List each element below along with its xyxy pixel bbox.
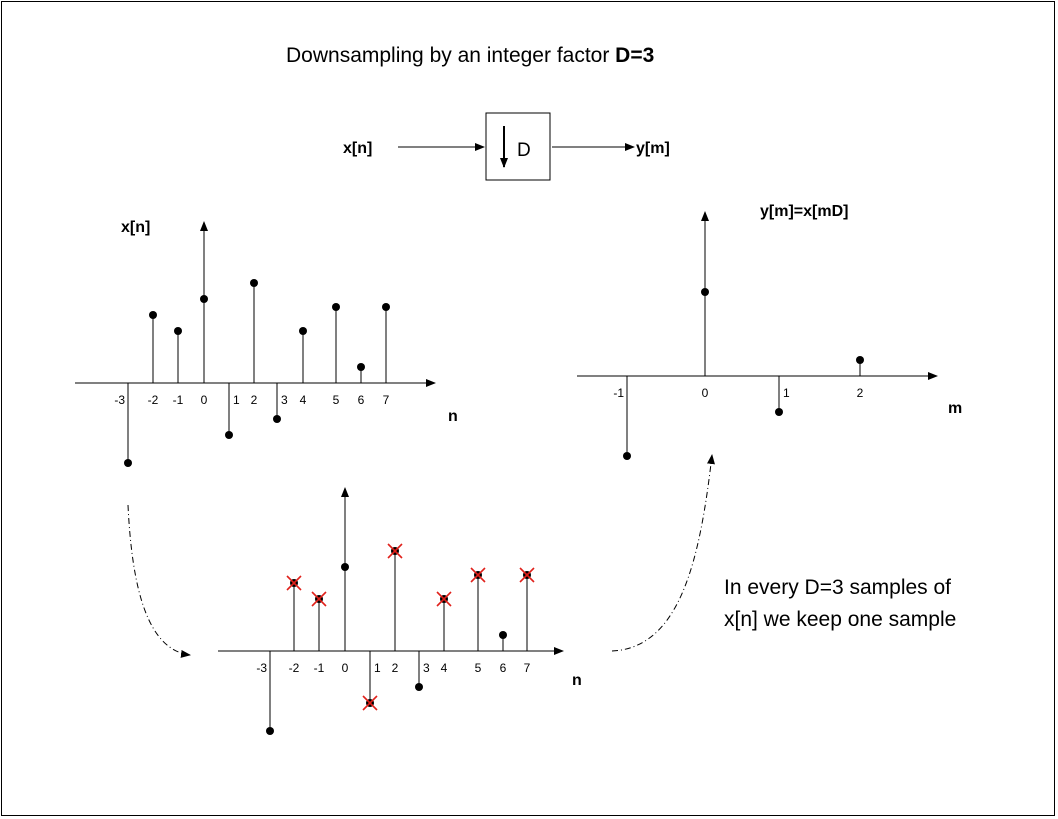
discard-plot-xlabel: n bbox=[572, 672, 582, 689]
xn-tick-label: -1 bbox=[173, 393, 184, 407]
xn-tick-label: 4 bbox=[300, 393, 307, 407]
block-diagram: x[n] D y[m] bbox=[343, 112, 670, 181]
ym-plot-ylabel: y[m]=x[mD] bbox=[760, 203, 848, 220]
xn-tick-label: -3 bbox=[114, 393, 125, 407]
discard-sample-dot bbox=[341, 563, 349, 571]
ym-tick-label: 1 bbox=[783, 386, 790, 400]
xn-sample-dot bbox=[225, 431, 233, 439]
ym-tick-label: -1 bbox=[613, 386, 624, 400]
xn-plot-xlabel: n bbox=[448, 408, 458, 425]
xn-sample-dot bbox=[332, 303, 340, 311]
discard-mark-icon bbox=[436, 591, 452, 607]
connector-arrow-right bbox=[611, 454, 715, 652]
xn-sample-dot bbox=[273, 415, 281, 423]
discard-tick-label: -2 bbox=[289, 661, 300, 675]
ym-sample-dot bbox=[701, 288, 709, 296]
caption-line-2: x[n] we keep one sample bbox=[724, 608, 956, 631]
downsampler-label: D bbox=[517, 140, 531, 161]
discard-mark-icon bbox=[311, 591, 327, 607]
downsampler-box bbox=[485, 112, 551, 181]
page-title: Downsampling by an integer factor D=3 bbox=[286, 44, 654, 67]
connector-arrow-left bbox=[127, 504, 191, 658]
xn-sample-dot bbox=[174, 327, 182, 335]
ym-sample-dot bbox=[856, 356, 864, 364]
discard-sample-dot bbox=[499, 631, 507, 639]
input-signal-label: x[n] bbox=[343, 140, 372, 157]
xn-sample-dot bbox=[382, 303, 390, 311]
xn-tick-label: -2 bbox=[148, 393, 159, 407]
ym-sample-dot bbox=[775, 408, 783, 416]
discard-mark-icon bbox=[519, 567, 535, 583]
discard-tick-label: 4 bbox=[441, 661, 448, 675]
discard-tick-label: -3 bbox=[256, 661, 267, 675]
xn-sample-dot bbox=[149, 311, 157, 319]
discard-tick-label: 0 bbox=[342, 661, 349, 675]
discard-mark-icon bbox=[362, 695, 378, 711]
xn-tick-label: 7 bbox=[383, 393, 390, 407]
discard-tick-label: 3 bbox=[423, 661, 430, 675]
caption-line-1: In every D=3 samples of bbox=[724, 576, 951, 599]
discard-tick-label: 7 bbox=[524, 661, 531, 675]
xn-tick-label: 0 bbox=[201, 393, 208, 407]
discard-mark-icon bbox=[387, 543, 403, 559]
ym-plot-xlabel: m bbox=[948, 400, 962, 417]
discard-tick-label: 5 bbox=[475, 661, 482, 675]
xn-sample-dot bbox=[250, 279, 258, 287]
xn-tick-label: 2 bbox=[251, 393, 258, 407]
xn-plot-ylabel: x[n] bbox=[121, 219, 150, 236]
discard-mark-icon bbox=[470, 567, 486, 583]
discard-tick-label: 2 bbox=[392, 661, 399, 675]
xn-sample-dot bbox=[124, 459, 132, 467]
discard-mark-icon bbox=[286, 575, 302, 591]
xn-tick-label: 6 bbox=[358, 393, 365, 407]
discard-tick-label: 6 bbox=[500, 661, 507, 675]
discard-tick-label: 1 bbox=[374, 661, 381, 675]
xn-sample-dot bbox=[200, 295, 208, 303]
discard-sample-dot bbox=[415, 683, 423, 691]
xn-tick-label: 3 bbox=[281, 393, 288, 407]
stem-plots: -3 -2 -1 0 1 2 3 4 5 6 7 -1 0 1 2-3 -2 -1 0 1 2 3 4 5 6 7 bbox=[75, 211, 938, 735]
xn-sample-dot bbox=[299, 327, 307, 335]
discard-sample-dot bbox=[266, 727, 274, 735]
xn-tick-label: 5 bbox=[333, 393, 340, 407]
output-signal-label: y[m] bbox=[636, 140, 670, 157]
xn-tick-label: 1 bbox=[233, 393, 240, 407]
ym-sample-dot bbox=[623, 452, 631, 460]
ym-tick-label: 2 bbox=[857, 386, 864, 400]
ym-tick-label: 0 bbox=[702, 386, 709, 400]
discard-tick-label: -1 bbox=[314, 661, 325, 675]
xn-sample-dot bbox=[357, 363, 365, 371]
